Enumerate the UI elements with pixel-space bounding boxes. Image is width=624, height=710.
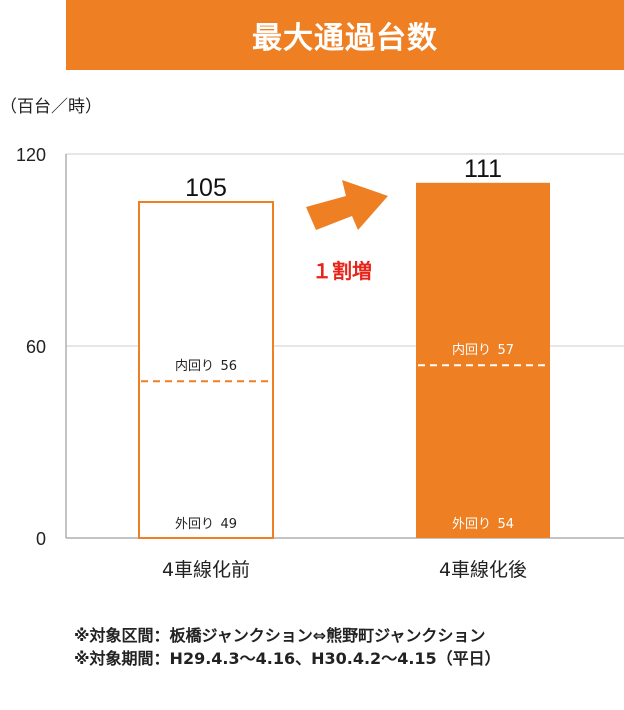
- change-label: １割増: [312, 259, 372, 283]
- y-axis-unit-label: （百台／時）: [0, 97, 102, 117]
- x-category-label: 4車線化前: [162, 559, 250, 581]
- note-section: ※対象区間：板橋ジャンクション⇔熊野町ジャンクション: [74, 626, 486, 645]
- bar: [138, 201, 274, 539]
- note-period: ※対象期間：H29.4.3～4.16、H30.4.2～4.15（平日）: [74, 649, 501, 668]
- inner-segment-label: 内回り 56: [175, 358, 237, 374]
- bar: [416, 182, 550, 539]
- chart-title: 最大通過台数: [252, 21, 438, 56]
- x-category-label: 4車線化後: [439, 559, 527, 581]
- bar-total-label: 105: [185, 174, 227, 202]
- outer-segment-label: 外回り 54: [452, 517, 514, 532]
- y-tick-label: 60: [26, 337, 46, 357]
- bar-chart: 0 60 120 105 内回り 56 外回り 49 4車線化前 111 内回り 57 外回り 5…: [16, 145, 624, 581]
- increase-arrow: [306, 180, 388, 230]
- title-bar: 最大通過台数: [66, 0, 624, 70]
- outer-segment-label: 外回り 49: [175, 517, 237, 532]
- y-tick-label: 0: [36, 529, 46, 549]
- bar-total-label: 111: [464, 155, 502, 183]
- inner-segment-label: 内回り 57: [452, 342, 514, 358]
- y-tick-label: 120: [16, 145, 46, 165]
